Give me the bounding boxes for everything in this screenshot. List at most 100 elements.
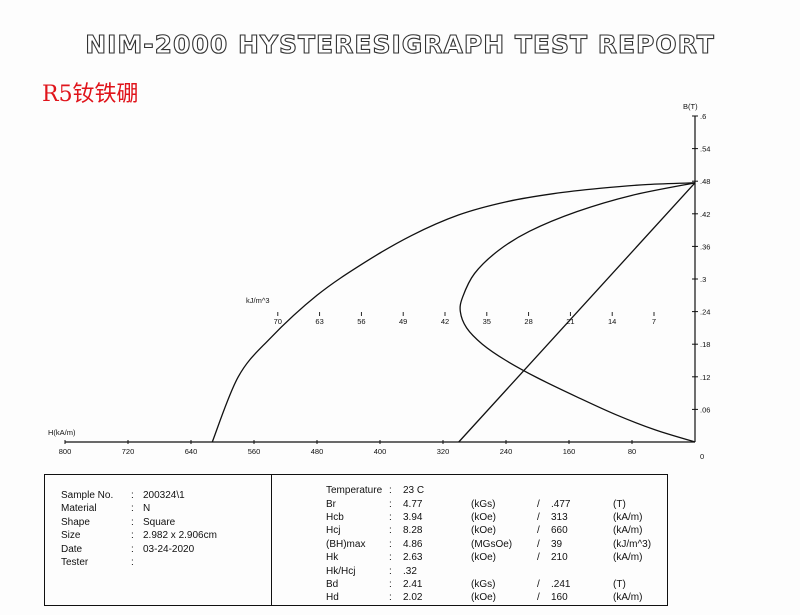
measurement-value-si: 313	[551, 511, 568, 523]
measurement-value-cgs: 23 C	[403, 485, 425, 497]
measurement-value-si: .241	[551, 578, 571, 590]
measurement-row: Hd:2.02 (kOe) / 160 (kA/m)	[326, 591, 673, 604]
y-tick-label: .18	[700, 340, 710, 349]
x-tick-label: 240	[500, 447, 513, 456]
measurement-unit-si: (kA/m)	[613, 511, 643, 523]
sample-value: N	[143, 503, 151, 515]
measurement-colon: :	[389, 552, 392, 564]
measurement-value-cgs: .32	[403, 565, 417, 577]
y-tick-label: .36	[700, 242, 710, 251]
y-tick-label: .42	[700, 210, 710, 219]
measurement-slash: /	[537, 592, 540, 604]
material-label: R5钕铁硼	[42, 82, 139, 107]
measurement-colon: :	[389, 511, 392, 523]
energy-tick-label: 42	[441, 317, 449, 326]
sample-colon: :	[131, 516, 134, 528]
y-axis-label: B(T)	[683, 102, 698, 111]
x-tick-label: 640	[185, 447, 198, 456]
y-tick-label: .54	[700, 145, 710, 154]
measurement-value-cgs: 2.02	[403, 592, 423, 604]
measurement-value-cgs: 3.94	[403, 511, 423, 523]
energy-tick-label: 14	[608, 317, 616, 326]
measurement-unit-cgs: (kOe)	[471, 552, 496, 564]
info-divider	[271, 475, 272, 605]
measurement-slash: /	[537, 538, 540, 550]
measurement-row: Bd:2.41 (kGs) / .241 (T)	[326, 578, 673, 591]
intrinsic-curve	[211, 182, 696, 443]
measurement-value-cgs: 8.28	[403, 525, 423, 537]
measurement-unit-cgs: (kGs)	[471, 498, 496, 510]
measurement-colon: :	[389, 498, 392, 510]
measurement-unit-si: (T)	[613, 498, 626, 510]
energy-tick-label: 35	[483, 317, 491, 326]
sample-label: Sample No.	[61, 490, 114, 502]
y-tick-label: .6	[700, 112, 706, 121]
energy-tick-label: 49	[399, 317, 407, 326]
measurements-table: Temperature:23 C Br:4.77 (kGs) / .477 (T) Hcb:…	[326, 484, 673, 605]
measurement-slash: /	[537, 525, 540, 537]
sample-label: Date	[61, 543, 83, 555]
sample-colon: :	[131, 530, 134, 542]
measurement-slash: /	[537, 552, 540, 564]
sample-colon: :	[131, 503, 134, 515]
measurement-slash: /	[537, 578, 540, 590]
x-tick-label: 720	[122, 447, 135, 456]
measurement-unit-cgs: (MGsOe)	[471, 538, 513, 550]
measurement-value-cgs: 2.63	[403, 552, 423, 564]
y-origin-label: 0	[700, 452, 704, 461]
sample-label: Shape	[61, 516, 90, 528]
y-tick-label: .3	[700, 275, 706, 284]
measurement-label: Hk	[326, 552, 339, 564]
x-tick-label: 320	[437, 447, 450, 456]
x-tick-label: 160	[563, 447, 576, 456]
measurement-colon: :	[389, 538, 392, 550]
sample-colon: :	[131, 557, 134, 569]
measurement-row: Temperature:23 C	[326, 484, 673, 497]
y-axis-ticks: .6 .54 .48 .42 .36 .3 .24 .18 .12 .06	[692, 112, 710, 414]
sample-value: 03-24-2020	[143, 543, 195, 555]
sample-colon: :	[131, 543, 134, 555]
sample-label: Material	[61, 503, 97, 515]
measurement-row: Hk/Hcj: .32	[326, 564, 673, 577]
x-tick-label: 400	[374, 447, 387, 456]
measurement-label: Hk/Hcj	[326, 565, 356, 577]
measurement-colon: :	[389, 485, 392, 497]
measurement-label: Hcb	[326, 511, 344, 523]
measurement-unit-si: (kA/m)	[613, 552, 643, 564]
measurement-unit-si: (kA/m)	[613, 592, 643, 604]
measurement-value-si: 660	[551, 525, 568, 537]
measurement-unit-si: (kA/m)	[613, 525, 643, 537]
sample-row: Sample No.:200324\1	[61, 489, 217, 502]
sample-row: Shape: Square	[61, 516, 217, 529]
measurement-unit-cgs: (kGs)	[471, 578, 496, 590]
measurement-row: Hcb:3.94 (kOe) / 313 (kA/m)	[326, 511, 673, 524]
energy-tick-label: 7	[652, 317, 656, 326]
report-title: NIM-2000 HYSTERESIGRAPH TEST REPORT	[85, 29, 715, 59]
y-tick-label: .06	[700, 405, 710, 414]
measurement-slash: /	[537, 511, 540, 523]
measurement-unit-cgs: (kOe)	[471, 525, 496, 537]
measurement-unit-cgs: (kOe)	[471, 592, 496, 604]
measurement-colon: :	[389, 578, 392, 590]
measurement-unit-si: (kJ/m^3)	[613, 538, 652, 550]
measurement-value-si: 39	[551, 538, 563, 550]
sample-row: Size:2.982 x 2.906cm	[61, 529, 217, 542]
x-axis-label: H(kA/m)	[48, 428, 76, 437]
measurement-label: Hcj	[326, 525, 341, 537]
energy-tick-label: 56	[357, 317, 365, 326]
chart-curves	[211, 182, 696, 443]
measurement-unit-cgs: (kOe)	[471, 511, 496, 523]
measurement-unit-si: (T)	[613, 578, 626, 590]
measurement-row: Br:4.77 (kGs) / .477 (T)	[326, 497, 673, 510]
measurement-slash: /	[537, 498, 540, 510]
measurement-row: (BH)max:4.86 (MGsOe) / 39 (kJ/m^3)	[326, 538, 673, 551]
x-tick-label: 800	[59, 447, 72, 456]
energy-tick-label: 70	[274, 317, 282, 326]
hysteresis-chart: 800 720 640 560 480 400 320 240 160 80 .6.54.48.4…	[48, 102, 710, 461]
sample-value: Square	[143, 516, 176, 528]
y-tick-label: .24	[700, 308, 710, 317]
normal-curve	[459, 182, 696, 443]
sample-value: 2.982 x 2.906cm	[143, 530, 217, 542]
x-axis-ticks: 800 720 640 560 480 400 320 240 160 80	[59, 440, 636, 456]
measurement-value-si: 210	[551, 552, 568, 564]
